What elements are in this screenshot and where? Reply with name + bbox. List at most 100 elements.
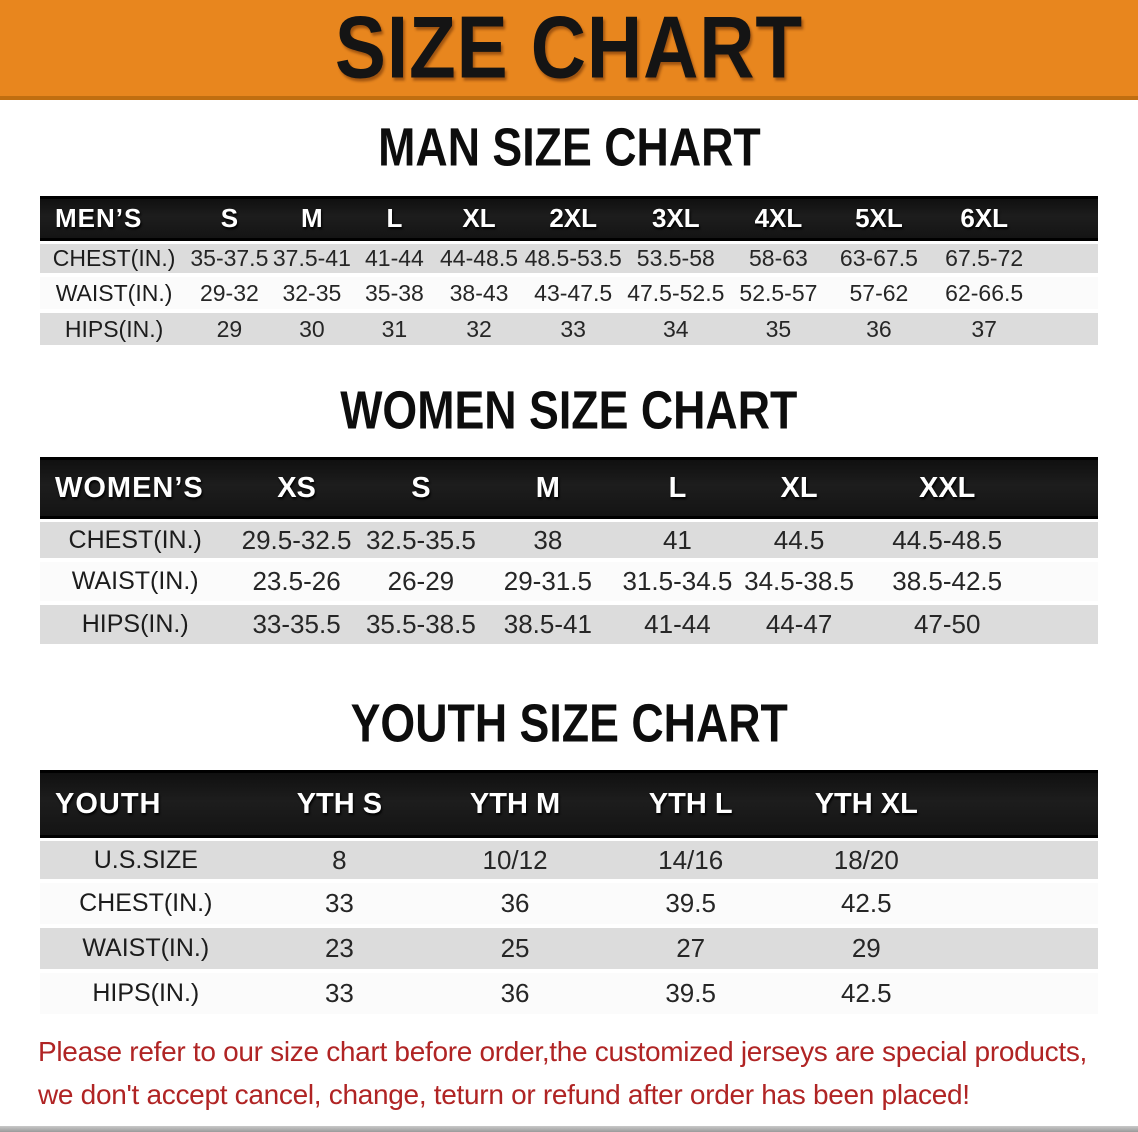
size-value-cell: 34: [623, 313, 728, 349]
size-value-cell: 29: [188, 313, 271, 349]
row-spacer: [954, 928, 1098, 973]
row-spacer: [1039, 313, 1098, 349]
size-value-cell: 44-47: [738, 605, 860, 648]
size-value-cell: 29-32: [188, 277, 271, 313]
size-value-cell: 18/20: [778, 838, 955, 883]
size-value-cell: 41-44: [616, 605, 739, 648]
size-value-cell: 58-63: [727, 241, 830, 277]
size-col-header: XXL: [859, 457, 1035, 519]
size-value-cell: 36: [427, 973, 603, 1018]
row-spacer: [954, 883, 1098, 928]
header-spacer: [954, 770, 1098, 838]
size-value-cell: 29-31.5: [479, 562, 617, 605]
size-col-header: L: [616, 457, 739, 519]
men-size-table: MEN’S S M L XL 2XL 3XL 4XL 5XL 6XL CHEST…: [40, 196, 1098, 349]
row-label: HIPS(IN.): [40, 313, 189, 349]
size-value-cell: 35-37.5: [188, 241, 271, 277]
size-value-cell: 10/12: [427, 838, 603, 883]
size-value-cell: 33: [251, 973, 428, 1018]
row-label: WAIST(IN.): [40, 928, 252, 973]
table-row: WAIST(IN.) 29-32 32-35 35-38 38-43 43-47…: [40, 277, 1098, 313]
size-value-cell: 30: [270, 313, 354, 349]
header-spacer: [1039, 196, 1098, 241]
table-row: HIPS(IN.) 29 30 31 32 33 34 35 36 37: [40, 313, 1098, 349]
size-value-cell: 67.5-72: [928, 241, 1040, 277]
size-value-cell: 32-35: [270, 277, 354, 313]
row-spacer: [954, 838, 1098, 883]
women-section-heading: WOMEN SIZE CHART: [0, 382, 1138, 440]
row-label: CHEST(IN.): [40, 883, 252, 928]
size-value-cell: 38.5-42.5: [859, 562, 1035, 605]
size-value-cell: 31: [353, 313, 436, 349]
size-value-cell: 29.5-32.5: [230, 519, 363, 562]
size-col-header: XS: [230, 457, 363, 519]
size-col-header: M: [479, 457, 617, 519]
size-value-cell: 42.5: [778, 973, 955, 1018]
size-col-header: M: [270, 196, 354, 241]
row-label: CHEST(IN.): [40, 241, 189, 277]
youth-size-table: YOUTH YTH S YTH M YTH L YTH XL U.S.SIZE …: [40, 770, 1098, 1018]
table-row: CHEST(IN.) 33 36 39.5 42.5: [40, 883, 1098, 928]
size-value-cell: 26-29: [362, 562, 480, 605]
men-section-heading: MAN SIZE CHART: [0, 119, 1138, 177]
size-value-cell: 33: [522, 313, 624, 349]
disclaimer-line-2: we don't accept cancel, change, teturn o…: [38, 1079, 970, 1110]
disclaimer-text: Please refer to our size chart before or…: [0, 1030, 1138, 1116]
bottom-edge-strip: [0, 1126, 1138, 1132]
row-label: CHEST(IN.): [40, 519, 231, 562]
size-value-cell: 37.5-41: [270, 241, 354, 277]
row-label: HIPS(IN.): [40, 605, 231, 648]
size-value-cell: 43-47.5: [522, 277, 624, 313]
size-chart-banner: SIZE CHART: [0, 0, 1138, 100]
size-value-cell: 35-38: [353, 277, 436, 313]
men-table-label: MEN’S: [40, 196, 189, 241]
row-spacer: [1039, 277, 1098, 313]
row-label: WAIST(IN.): [40, 562, 231, 605]
size-value-cell: 47.5-52.5: [623, 277, 728, 313]
row-spacer: [1034, 605, 1098, 648]
size-col-header: YTH M: [427, 770, 603, 838]
size-value-cell: 33-35.5: [230, 605, 363, 648]
row-label: U.S.SIZE: [40, 838, 252, 883]
men-header-row: MEN’S S M L XL 2XL 3XL 4XL 5XL 6XL: [40, 196, 1098, 241]
size-value-cell: 41-44: [353, 241, 436, 277]
size-value-cell: 39.5: [602, 973, 779, 1018]
size-col-header: S: [362, 457, 480, 519]
row-label: HIPS(IN.): [40, 973, 252, 1018]
size-value-cell: 53.5-58: [623, 241, 728, 277]
women-size-table: WOMEN’S XS S M L XL XXL CHEST(IN.) 29.5-…: [40, 457, 1098, 648]
size-value-cell: 14/16: [602, 838, 779, 883]
row-spacer: [954, 973, 1098, 1018]
youth-section-heading: YOUTH SIZE CHART: [0, 695, 1138, 753]
size-value-cell: 44-48.5: [435, 241, 523, 277]
size-value-cell: 63-67.5: [829, 241, 929, 277]
size-value-cell: 39.5: [602, 883, 779, 928]
size-value-cell: 38: [479, 519, 617, 562]
size-value-cell: 41: [616, 519, 739, 562]
size-col-header: XL: [435, 196, 523, 241]
table-row: WAIST(IN.) 23 25 27 29: [40, 928, 1098, 973]
size-value-cell: 29: [778, 928, 955, 973]
header-spacer: [1034, 457, 1098, 519]
size-value-cell: 33: [251, 883, 428, 928]
size-value-cell: 35: [727, 313, 830, 349]
size-col-header: YTH L: [602, 770, 779, 838]
size-value-cell: 25: [427, 928, 603, 973]
size-value-cell: 37: [928, 313, 1040, 349]
youth-table-label: YOUTH: [40, 770, 252, 838]
size-col-header: L: [353, 196, 436, 241]
size-value-cell: 44.5: [738, 519, 860, 562]
size-value-cell: 35.5-38.5: [362, 605, 480, 648]
size-col-header: 6XL: [928, 196, 1040, 241]
size-col-header: 3XL: [623, 196, 728, 241]
table-row: HIPS(IN.) 33 36 39.5 42.5: [40, 973, 1098, 1018]
size-value-cell: 52.5-57: [727, 277, 830, 313]
table-row: CHEST(IN.) 35-37.5 37.5-41 41-44 44-48.5…: [40, 241, 1098, 277]
size-value-cell: 32: [435, 313, 523, 349]
size-value-cell: 42.5: [778, 883, 955, 928]
size-value-cell: 8: [251, 838, 428, 883]
size-col-header: YTH S: [251, 770, 428, 838]
banner-title: SIZE CHART: [334, 0, 804, 97]
size-col-header: XL: [738, 457, 860, 519]
size-col-header: 5XL: [829, 196, 929, 241]
